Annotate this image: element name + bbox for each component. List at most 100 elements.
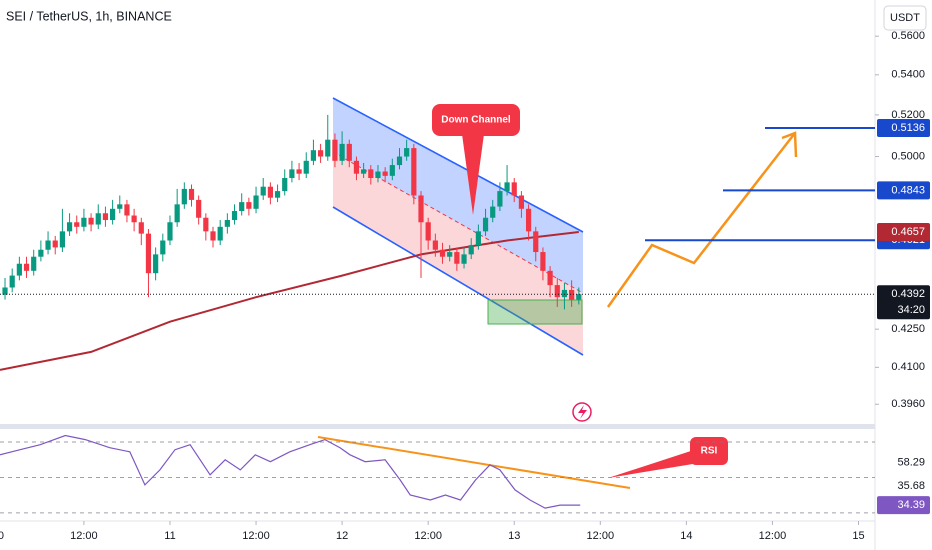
callout-box (432, 104, 520, 136)
y-tick-label: 0.4100 (891, 361, 925, 373)
level-badge (877, 119, 930, 138)
candle-body (52, 240, 58, 248)
candle-body (145, 233, 152, 274)
candle-body (239, 202, 245, 212)
x-tick-label: 14 (680, 530, 692, 542)
candle-body (368, 169, 374, 179)
y-tick-label: 0.5600 (891, 30, 925, 42)
candle-body (554, 285, 560, 298)
x-tick-label: 12:00 (70, 530, 98, 542)
candle-body (303, 160, 309, 174)
x-tick-label: 12:00 (587, 530, 615, 542)
candle-body (454, 252, 460, 264)
candle-body (246, 202, 252, 209)
candle-body (282, 178, 288, 192)
candle-body (217, 226, 223, 241)
candle-body (267, 186, 273, 198)
candle-body (66, 222, 73, 232)
candle-body (31, 256, 37, 271)
candle-body (576, 294, 582, 300)
candle-body (447, 252, 453, 257)
candle-body (74, 222, 80, 227)
projection-arrowhead (781, 131, 798, 158)
target-box (487, 299, 583, 325)
candle-body (432, 240, 438, 250)
candle-body (2, 287, 8, 295)
alert-bolt (578, 405, 587, 419)
candle-body (339, 143, 345, 161)
projection-path (606, 132, 796, 308)
candle-body (375, 171, 381, 179)
title-bg (0, 6, 178, 28)
candle-body (188, 188, 195, 200)
candle-body (131, 215, 137, 223)
x-tick-label: 10 (0, 530, 4, 542)
candle-body (533, 231, 539, 253)
x-tick-label: 13 (508, 530, 520, 542)
candle-body (439, 249, 446, 257)
candle-body (153, 254, 159, 274)
y-tick-label: 0.3960 (891, 398, 925, 410)
candle-body (23, 263, 30, 271)
candle-body (317, 150, 324, 157)
y-tick-label: 0.4250 (891, 323, 925, 335)
candle-body (325, 139, 331, 157)
channel-upper-fill (333, 98, 583, 293)
candle-body (274, 191, 281, 198)
callout-text: Down Channel (441, 115, 511, 126)
candle-body (346, 143, 352, 161)
candle-body (289, 169, 295, 179)
x-tick-label: 12:00 (414, 530, 442, 542)
ema-badge (877, 223, 930, 242)
channel-top (332, 97, 584, 233)
currency-button[interactable] (883, 5, 927, 31)
candle-body (396, 156, 403, 166)
candle-body (88, 217, 94, 225)
candle-body (160, 240, 166, 255)
rsi-label: 34.39 (897, 499, 925, 511)
price-label: 0.4392 (891, 288, 925, 300)
candle-body (490, 206, 496, 218)
candle-body (504, 182, 510, 192)
candle-body (475, 231, 481, 246)
candle-body (361, 169, 367, 174)
alert-icon[interactable] (572, 402, 592, 422)
candle-body (9, 275, 15, 288)
candle-body (203, 217, 209, 232)
rsi-label: 58.29 (897, 457, 925, 469)
rsi-callout-pointer (608, 448, 705, 478)
candle-body (102, 213, 109, 221)
candle-body (16, 263, 22, 276)
candle-body (224, 220, 230, 227)
candle-body (497, 191, 503, 207)
price-badge (877, 285, 930, 320)
ema-line (0, 231, 579, 371)
candle-body (404, 148, 410, 157)
channel-bottom (332, 206, 584, 356)
candle-body (418, 195, 424, 223)
rsi-trendline (317, 436, 631, 489)
candle-body (482, 217, 489, 232)
candle-body (59, 231, 65, 248)
candle-body (167, 222, 173, 241)
callout-pointer (462, 134, 484, 215)
y-tick-label: 0.5200 (891, 109, 925, 121)
candle-body (231, 211, 238, 221)
pane-separator (0, 424, 875, 429)
rsi-line (0, 434, 581, 509)
level-badge (877, 181, 930, 200)
y-tick-label: 0.5000 (891, 150, 925, 162)
symbol-title: SEI / TetherUS, 1h, BINANCE (6, 9, 172, 23)
x-tick-label: 15 (852, 530, 864, 542)
rsi-callout-box (690, 437, 728, 465)
candle-body (260, 186, 266, 196)
candle-body (382, 171, 388, 176)
candle-body (389, 165, 395, 176)
ema-label: 0.4657 (891, 226, 925, 238)
candle-body (411, 148, 417, 196)
candle-body (425, 222, 431, 241)
candle-body (124, 204, 130, 216)
rsi-badge (877, 496, 930, 515)
candle-body (332, 139, 338, 161)
